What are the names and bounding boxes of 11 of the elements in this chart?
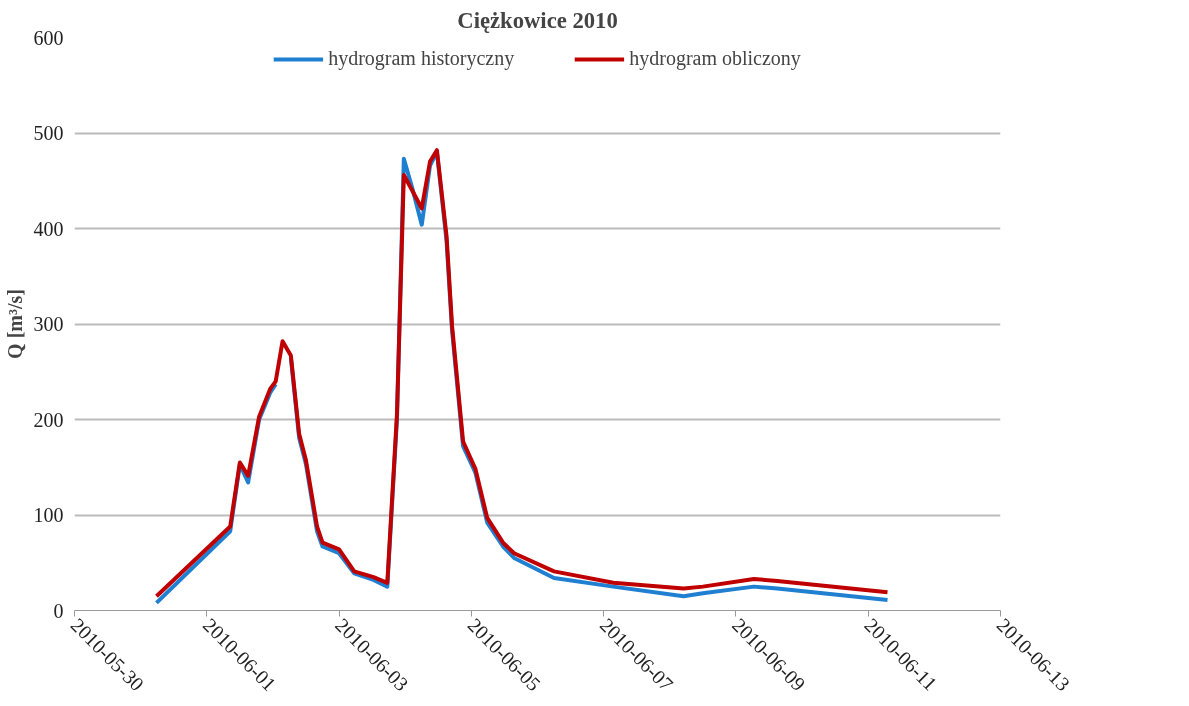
y-axis-title: Q [m³/s] — [3, 289, 26, 359]
y-tick-label: 0 — [53, 599, 64, 622]
y-tick-label: 600 — [33, 26, 64, 49]
legend-label: hydrogram historyczny — [328, 47, 515, 70]
y-tick-label: 500 — [33, 122, 64, 144]
legend-label: hydrogram obliczony — [629, 47, 801, 70]
chart-title: Ciężkowice 2010 — [457, 7, 618, 33]
y-tick-label: 400 — [33, 217, 64, 240]
y-tick-label: 200 — [33, 408, 64, 431]
y-tick-label: 300 — [33, 313, 64, 335]
y-tick-label: 100 — [33, 504, 64, 526]
